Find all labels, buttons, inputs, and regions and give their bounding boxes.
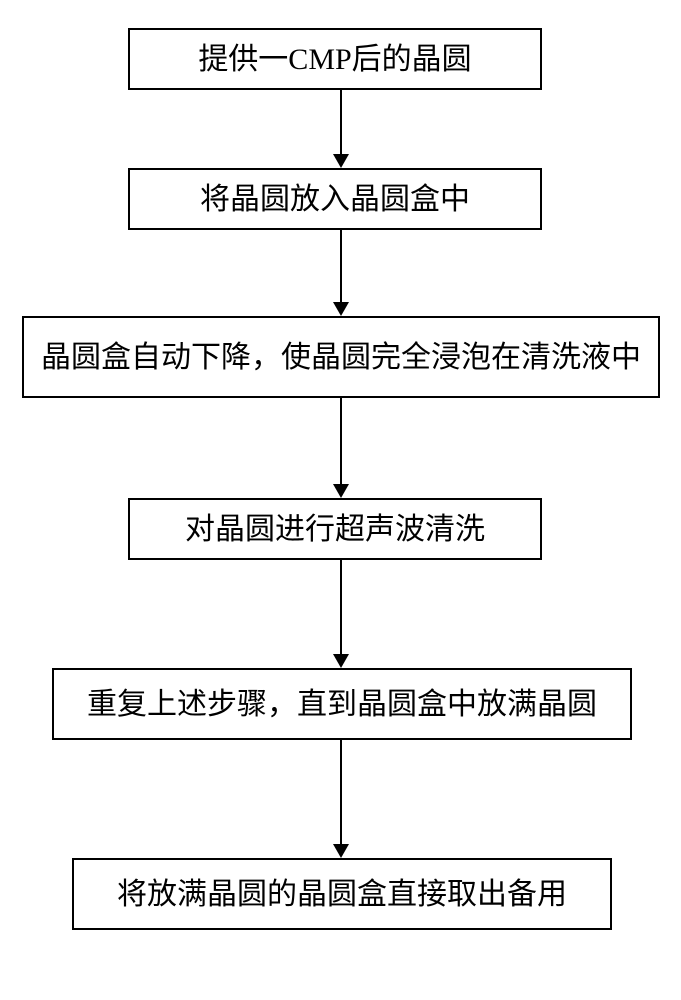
step-box-1: 提供一CMP后的晶圆 — [128, 28, 542, 90]
step-box-6: 将放满晶圆的晶圆盒直接取出备用 — [72, 858, 612, 930]
step-label: 提供一CMP后的晶圆 — [198, 40, 471, 79]
step-label: 对晶圆进行超声波清洗 — [185, 510, 485, 549]
step-box-2: 将晶圆放入晶圆盒中 — [128, 168, 542, 230]
step-label: 将放满晶圆的晶圆盒直接取出备用 — [117, 875, 567, 914]
step-box-3: 晶圆盒自动下降，使晶圆完全浸泡在清洗液中 — [22, 316, 660, 398]
arrow-1-2 — [333, 90, 349, 168]
arrow-3-4 — [333, 398, 349, 498]
step-label: 晶圆盒自动下降，使晶圆完全浸泡在清洗液中 — [41, 338, 641, 377]
flowchart-container: 提供一CMP后的晶圆 将晶圆放入晶圆盒中 晶圆盒自动下降，使晶圆完全浸泡在清洗液… — [0, 0, 681, 1000]
arrow-2-3 — [333, 230, 349, 316]
step-box-5: 重复上述步骤，直到晶圆盒中放满晶圆 — [52, 668, 632, 740]
arrow-5-6 — [333, 740, 349, 858]
step-box-4: 对晶圆进行超声波清洗 — [128, 498, 542, 560]
step-label: 将晶圆放入晶圆盒中 — [200, 180, 470, 219]
arrow-4-5 — [333, 560, 349, 668]
step-label: 重复上述步骤，直到晶圆盒中放满晶圆 — [87, 685, 597, 724]
